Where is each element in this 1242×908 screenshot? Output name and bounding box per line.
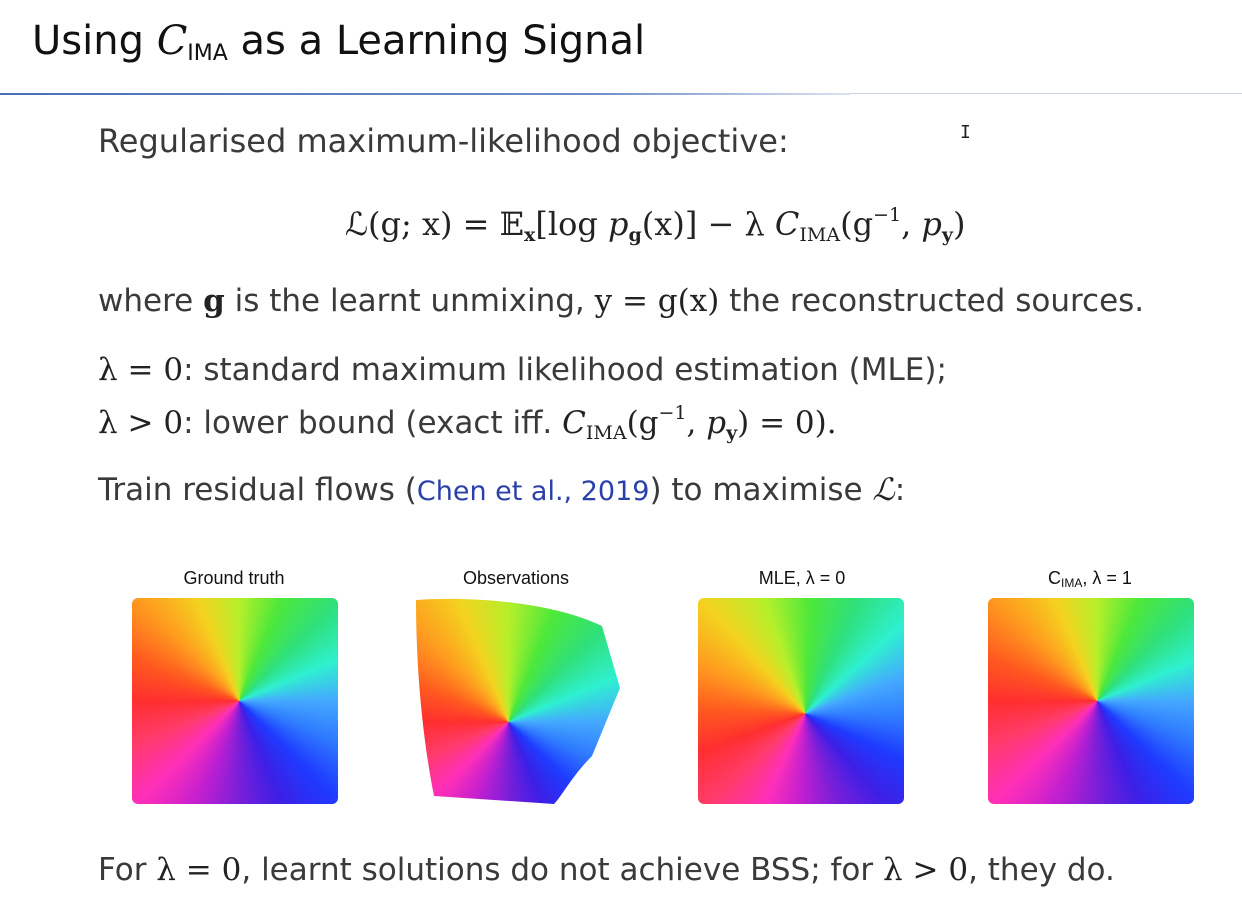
panel-title-mle: MLE, λ = 0 [758,568,846,588]
panel-title-cima: CIMA, λ = 1 [1048,568,1132,590]
where-line: where g is the learnt unmixing, y = g(x)… [98,283,1145,319]
objective-intro: Regularised maximum-likelihood objective… [98,122,789,160]
panel-observations [416,598,620,804]
panel-cima [988,598,1194,804]
title-divider [0,93,850,95]
train-line: Train residual flows (Chen et al., 2019)… [98,472,906,508]
text-cursor-icon: I [960,122,971,143]
slide-title: Using CIMA as a Learning Signal [32,18,646,66]
panel-title-ground-truth: Ground truth [183,568,285,588]
panel-title-observations: Observations [462,568,570,588]
panel-mle [698,598,904,804]
title-divider-faint [850,93,1242,94]
citation-link[interactable]: Chen et al., 2019 [416,476,650,507]
lambda-zero-line: λ = 0: standard maximum likelihood estim… [98,352,947,388]
lambda-positive-line: λ > 0: lower bound (exact iff. CIMA(g−1,… [98,402,837,444]
panel-ground-truth [132,598,338,804]
conclusion-line: For λ = 0, learnt solutions do not achie… [98,852,1115,888]
objective-equation: ℒ(g; x) = 𝔼x[log pg(x)] − λ CIMA(g−1, py… [345,204,966,246]
